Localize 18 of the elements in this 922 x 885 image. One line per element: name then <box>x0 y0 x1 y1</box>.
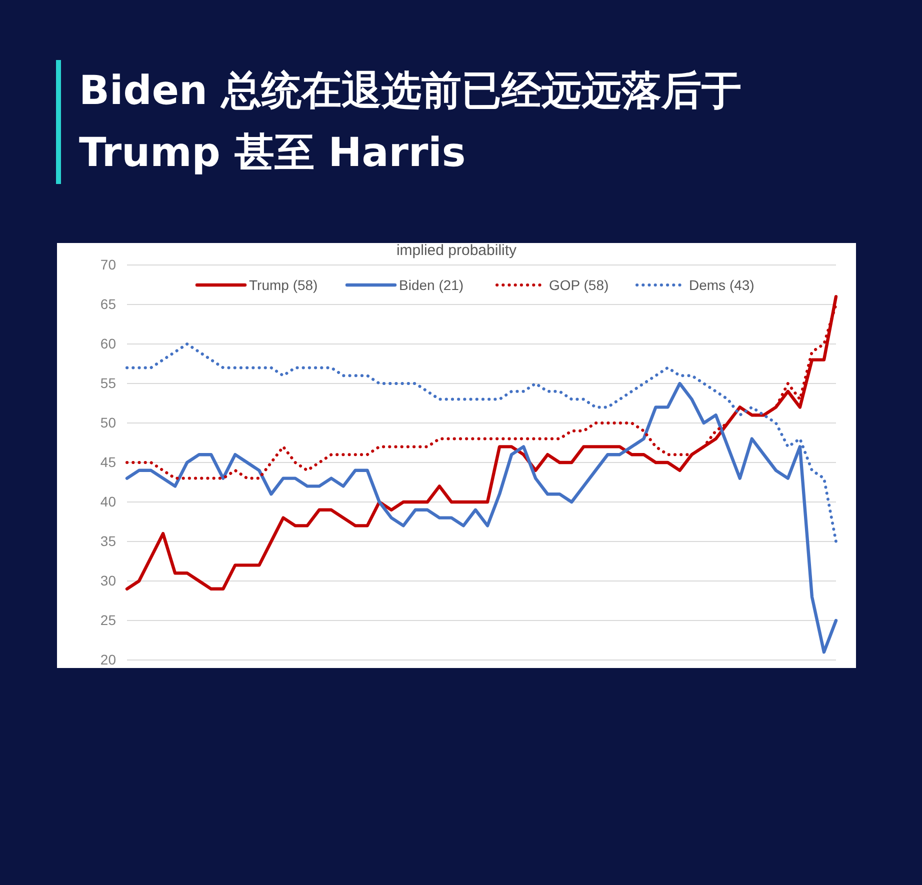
y-tick-label: 25 <box>100 612 116 628</box>
line-series <box>125 295 838 590</box>
y-tick-label: 45 <box>100 454 116 470</box>
legend-label: Biden (21) <box>399 277 464 293</box>
y-tick-label: 55 <box>100 374 116 391</box>
y-tick-label: 70 <box>100 256 116 272</box>
chart-subtitle: implied probability <box>396 242 518 259</box>
legend-label: Dems (43) <box>689 277 754 293</box>
y-tick-label: 20 <box>100 651 116 668</box>
y-tick-label: 30 <box>100 572 116 588</box>
y-tick-label: 65 <box>100 296 116 312</box>
y-tick-label: 50 <box>100 414 116 430</box>
legend-label: GOP (58) <box>549 277 609 293</box>
y-tick-label: 60 <box>100 335 116 352</box>
y-tick-label: 40 <box>100 493 116 510</box>
legend-label: Trump (58) <box>249 277 318 293</box>
y-tick-label: 35 <box>100 532 116 549</box>
chart-title: Biden 总统在退选前已经远远落后于 Trump 甚至 Harris <box>56 60 839 184</box>
